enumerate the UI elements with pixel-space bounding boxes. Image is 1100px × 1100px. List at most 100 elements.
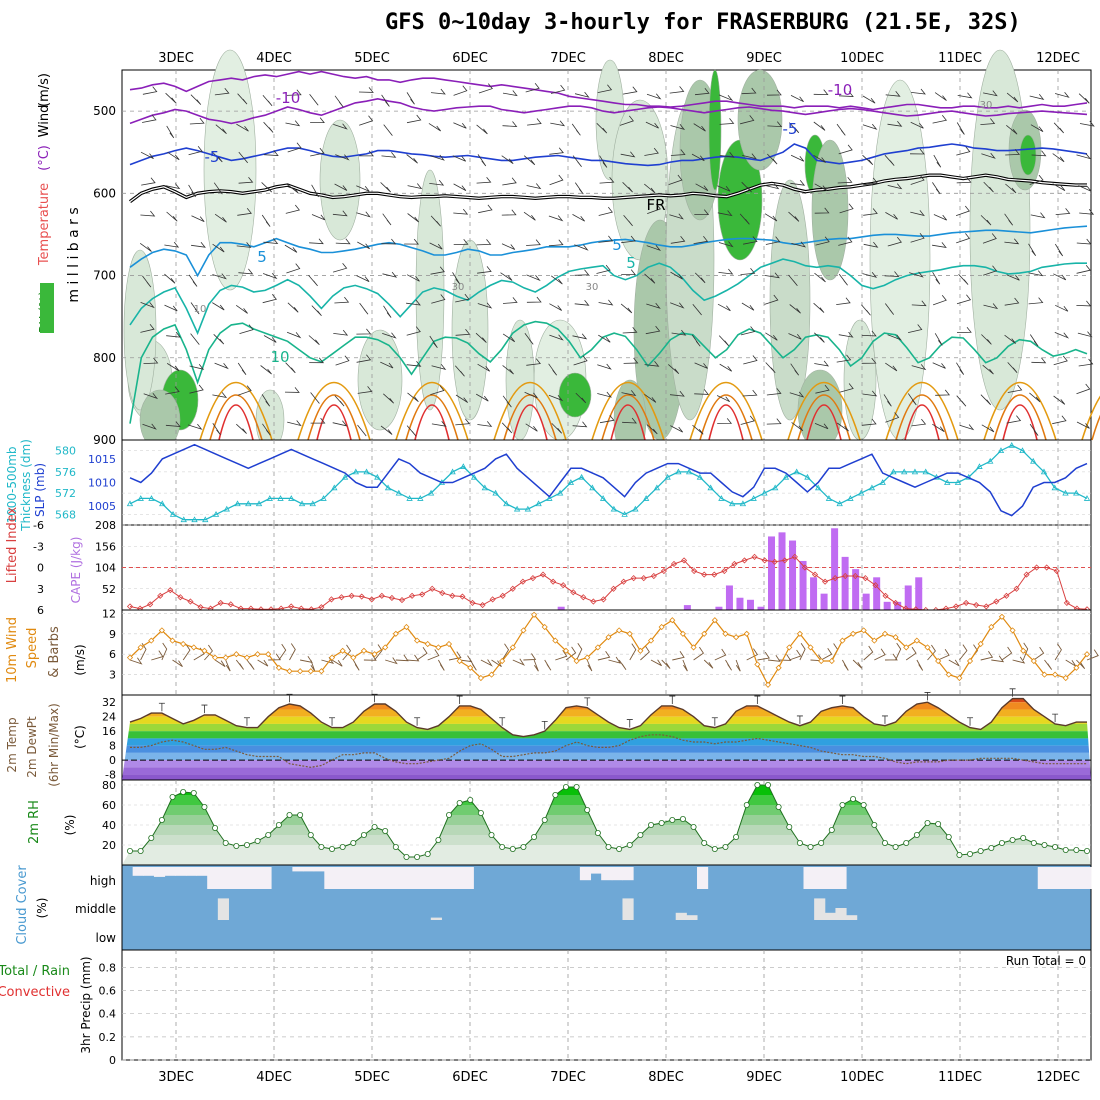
- wind-barb: [452, 155, 467, 162]
- wind10m-point: [137, 644, 144, 651]
- wind-tick: 3: [109, 669, 116, 682]
- axis-label: Lifted Index: [5, 506, 20, 583]
- wind10m-barb: [480, 659, 493, 667]
- thickness-tick: 576: [55, 466, 76, 479]
- wind-barb: [475, 332, 487, 343]
- rh2m-point: [977, 848, 984, 855]
- axis-label: (%): [35, 898, 49, 919]
- wind-barb: [982, 364, 994, 375]
- wind-barb: [861, 304, 871, 316]
- rh2m-panel: 80 60 40 20: [102, 779, 1092, 866]
- wind-barb: [572, 155, 582, 167]
- wind-barb: [887, 120, 903, 127]
- rh2m-point: [818, 840, 825, 847]
- cloud-ticks: high middle low: [75, 874, 116, 945]
- rh-tick: 40: [102, 819, 116, 832]
- wind10m-barb: [225, 659, 231, 672]
- run-total: Run Total = 0: [1006, 954, 1086, 968]
- wind-barb: [548, 363, 558, 376]
- wind-barb: [263, 150, 279, 156]
- wind-barb: [907, 393, 917, 406]
- cape-bar: [746, 599, 754, 610]
- wind-barb: [524, 332, 534, 345]
- thickness-point: [567, 479, 575, 485]
- thickness-point: [395, 489, 402, 496]
- lifted-index-point: [126, 603, 134, 610]
- slp-tick: 1010: [88, 477, 116, 490]
- precip-tick: 0.4: [99, 1008, 117, 1021]
- thickness-point: [384, 484, 392, 491]
- rh2m-point: [871, 822, 878, 829]
- wind-barb: [476, 239, 492, 246]
- contour-label: 5: [626, 254, 636, 272]
- wind10m-point: [658, 623, 665, 631]
- wind10m-point: [754, 661, 761, 668]
- wind10m-point: [350, 654, 357, 661]
- wind-barb: [838, 273, 848, 286]
- minmax-marker: [456, 695, 463, 705]
- thickness-point: [944, 479, 951, 485]
- rh2m-point: [562, 784, 569, 791]
- wind-barb: [910, 174, 925, 185]
- warm-isotherm: [601, 394, 655, 441]
- wind10m-point: [552, 637, 559, 644]
- li-tick: 0: [37, 562, 44, 575]
- lifted-index-point: [670, 560, 678, 568]
- wind-barb: [237, 385, 252, 396]
- wind-barb: [959, 424, 975, 431]
- wind-barb: [813, 89, 829, 96]
- cloud-middle-cell: [846, 915, 858, 920]
- cloud-high-cell: [398, 867, 411, 889]
- minmax-marker: [541, 720, 548, 730]
- lifted-index-point: [167, 587, 174, 594]
- contour-label: 10: [270, 348, 289, 366]
- wind-barb: [694, 272, 706, 284]
- wind10m-barb: [1001, 646, 1013, 661]
- contour-label: 5: [257, 248, 267, 266]
- wind-barb: [549, 334, 564, 341]
- wind-barb: [789, 391, 805, 398]
- temp-band: [122, 767, 1091, 775]
- minmax-marker: [243, 717, 250, 726]
- wind-barb: [598, 235, 614, 243]
- rh2m-point: [765, 782, 772, 789]
- lifted-index-point: [328, 596, 335, 603]
- wind-barb: [383, 124, 393, 136]
- rh2m-point: [541, 817, 548, 824]
- lifted-index-point: [691, 567, 698, 575]
- wind-barb: [476, 176, 492, 184]
- wind10m-barb: [905, 646, 917, 661]
- day-label-top: 8DEC: [648, 51, 684, 66]
- wind-barb: [1004, 213, 1014, 226]
- wind-barb: [236, 123, 249, 132]
- wind-barb: [764, 294, 779, 305]
- wind-barb: [646, 302, 661, 309]
- wind-barb: [526, 183, 542, 190]
- wind-barb: [743, 355, 758, 365]
- lifted-index-point: [1063, 599, 1070, 606]
- wind10m-barb: [895, 642, 902, 661]
- wind10m-point: [764, 681, 772, 688]
- wind10m-barb: [416, 646, 428, 661]
- wind10m-point: [743, 630, 750, 637]
- lifted-index-point: [358, 593, 365, 600]
- rh2m-point: [626, 842, 633, 849]
- rh2m-point: [414, 854, 421, 861]
- wind10m-point: [701, 630, 708, 637]
- wind-barb: [885, 90, 901, 97]
- wind-barb: [1054, 243, 1064, 257]
- wind-barb: [740, 115, 755, 125]
- wind-barb: [549, 147, 564, 155]
- thickness-point: [277, 495, 284, 501]
- rh2m-point: [307, 832, 314, 839]
- rh2m-point: [297, 812, 304, 819]
- wind-barb: [333, 123, 348, 130]
- day-label-bottom: 12DEC: [1036, 1070, 1080, 1085]
- rh2m-point: [850, 796, 857, 803]
- wind-barb: [765, 236, 781, 245]
- wind-barb: [691, 334, 701, 347]
- wind-barb: [574, 299, 590, 306]
- wind10m-barb: [427, 649, 440, 661]
- contour-label: 10: [194, 304, 207, 315]
- wind-barb: [1030, 124, 1044, 132]
